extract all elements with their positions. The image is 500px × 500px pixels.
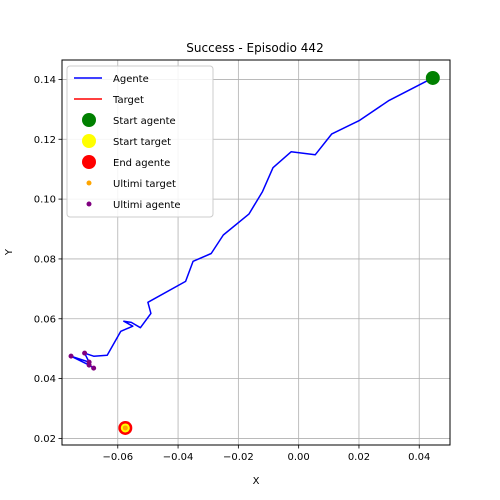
legend-label-end-agente: End agente bbox=[113, 158, 170, 169]
legend-box bbox=[66, 65, 214, 218]
start-agente-marker bbox=[425, 70, 440, 85]
ultimi-agente-point bbox=[82, 350, 88, 356]
legend-label-start-target: Start target bbox=[113, 137, 171, 148]
y-tick-label: 0.02 bbox=[34, 434, 56, 445]
series-layer bbox=[70, 77, 434, 369]
ultimi-agente-point bbox=[68, 353, 74, 359]
agente-series-line bbox=[70, 77, 434, 369]
x-tick-label: −0.06 bbox=[102, 452, 133, 463]
y-axis-label: Y bbox=[4, 248, 15, 256]
ticks: −0.06 −0.04 −0.02 0.00 0.02 0.04 0.02 0.04 0.06 0… bbox=[34, 75, 431, 463]
y-tick-label: 0.12 bbox=[34, 135, 56, 146]
ultimi-target-point bbox=[122, 425, 128, 431]
legend-swatch-start-agente bbox=[82, 113, 96, 127]
x-tick-label: 0.00 bbox=[288, 452, 310, 463]
x-axis-label: X bbox=[253, 476, 260, 487]
marker-layer bbox=[68, 70, 440, 435]
legend-label-ultimi-target: Ultimi target bbox=[113, 179, 176, 190]
y-tick-label: 0.14 bbox=[34, 75, 56, 86]
legend-label-agente: Agente bbox=[113, 74, 149, 85]
x-tick-label: −0.02 bbox=[223, 452, 254, 463]
x-tick-label: 0.02 bbox=[348, 452, 370, 463]
x-tick-label: 0.04 bbox=[408, 452, 430, 463]
ultimi-agente-point bbox=[86, 362, 92, 368]
legend-label-ultimi-agente: Ultimi agente bbox=[113, 200, 181, 211]
axes-frame bbox=[61, 59, 451, 446]
legend-swatch-end-agente bbox=[82, 155, 96, 169]
chart-title: Success - Episodio 442 bbox=[186, 41, 323, 55]
y-tick-label: 0.06 bbox=[34, 314, 56, 325]
legend-swatch-ultimi-agente bbox=[86, 201, 92, 207]
y-tick-label: 0.08 bbox=[34, 254, 56, 265]
x-tick-label: −0.04 bbox=[163, 452, 194, 463]
y-tick-label: 0.10 bbox=[34, 195, 56, 206]
legend-swatch-ultimi-target bbox=[86, 180, 92, 186]
legend-label-start-agente: Start agente bbox=[113, 116, 176, 127]
legend-swatch-start-target bbox=[82, 134, 96, 148]
y-tick-label: 0.04 bbox=[34, 374, 56, 385]
grid bbox=[62, 60, 450, 445]
legend: Agente Target Start agente Start target End … bbox=[66, 65, 214, 218]
ultimi-agente-point bbox=[91, 365, 97, 371]
legend-label-target: Target bbox=[112, 95, 144, 106]
